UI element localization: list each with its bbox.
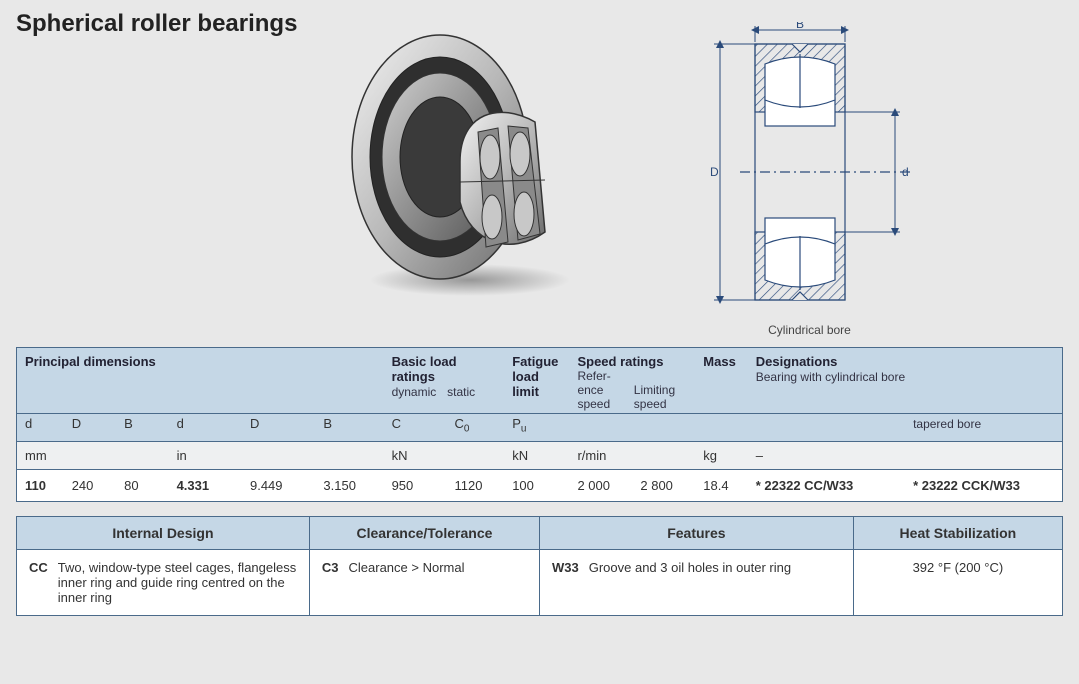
- col-d-mm: d: [17, 414, 64, 442]
- val-lim-speed: 2 800: [632, 469, 695, 501]
- val-mass: 18.4: [695, 469, 747, 501]
- col-C0: C0: [447, 414, 505, 442]
- units-row: mm in kN kN r/min kg –: [17, 441, 1063, 469]
- col-D-mm: D: [64, 414, 116, 442]
- val-ref-speed: 2 000: [569, 469, 632, 501]
- features-table: Internal Design Clearance/Tolerance Feat…: [16, 516, 1063, 616]
- col-group-speed: Speed ratings: [577, 354, 663, 369]
- col-group-basic-load: Basic load ratings: [392, 354, 457, 384]
- col-group-designations: Designations: [756, 354, 838, 369]
- val-d-mm: 110: [17, 469, 64, 501]
- schematic-caption: Cylindrical bore: [700, 323, 920, 337]
- col-D-in: D: [242, 414, 315, 442]
- val-B-mm: 80: [116, 469, 168, 501]
- cell-features: W33 Groove and 3 oil holes in outer ring: [539, 549, 853, 615]
- hdr-internal-design: Internal Design: [17, 516, 310, 549]
- val-desig-tap: * 23222 CCK/W33: [905, 469, 1062, 501]
- col-group-fatigue: Fatigue load limit: [512, 354, 558, 399]
- val-desig-cyl: * 22322 CC/W33: [748, 469, 905, 501]
- col-group-principal: Principal dimensions: [25, 354, 156, 369]
- col-group-mass: Mass: [703, 354, 736, 369]
- cell-clearance: C3 Clearance > Normal: [309, 549, 539, 615]
- col-B-in: B: [315, 414, 383, 442]
- svg-text:B: B: [795, 22, 803, 31]
- val-C0: 1120: [447, 469, 505, 501]
- hero-row: B D d: [16, 12, 1063, 337]
- val-d-in: 4.331: [169, 469, 242, 501]
- schematic-drawing: B D d: [700, 22, 920, 337]
- svg-text:D: D: [710, 165, 719, 179]
- hdr-features: Features: [539, 516, 853, 549]
- val-C: 950: [384, 469, 447, 501]
- col-Pu: Pu: [504, 414, 569, 442]
- dimensions-table: Principal dimensions Basic load ratings …: [16, 347, 1063, 502]
- val-D-in: 9.449: [242, 469, 315, 501]
- col-B-mm: B: [116, 414, 168, 442]
- val-B-in: 3.150: [315, 469, 383, 501]
- val-D-mm: 240: [64, 469, 116, 501]
- col-d-in: d: [169, 414, 242, 442]
- bearing-render: [340, 12, 580, 307]
- hdr-clearance: Clearance/Tolerance: [309, 516, 539, 549]
- col-C: C: [384, 414, 447, 442]
- cell-heat: 392 °F (200 °C): [853, 549, 1062, 615]
- hdr-heat: Heat Stabilization: [853, 516, 1062, 549]
- data-row: 110 240 80 4.331 9.449 3.150 950 1120 10…: [17, 469, 1063, 501]
- cell-internal-design: CC Two, window-type steel cages, flangel…: [17, 549, 310, 615]
- val-Pu: 100: [504, 469, 569, 501]
